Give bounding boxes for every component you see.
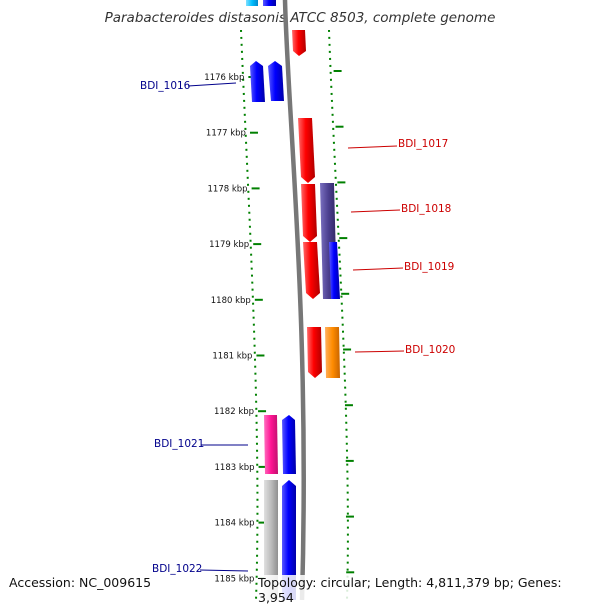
kbp-tick-label-1183: 1183 kbp [215,463,255,473]
gene-features [246,0,340,600]
kbp-tick-group: 1176 kbp 1177 kbp 1178 kbp 1179 kbp 1180 kbp… [204,70,355,584]
leader-line-bdi-1016 [187,82,237,87]
kbp-tick-label-1180: 1180 kbp [211,296,251,306]
gene-label-bdi-1019: BDI_1019 [404,261,454,273]
gene-arrow-bdi-1020 [307,327,322,378]
gene-arrow-bdi-1017 [298,118,315,183]
leader-line-bdi-1018 [350,209,401,213]
gene-arrow-bdi-1016 [268,61,284,101]
gene-label-bdi-1020: BDI_1020 [405,344,455,356]
kbp-tick-label-1177: 1177 kbp [206,129,246,139]
gene-label-bdi-1022: BDI_1022 [152,563,202,575]
gene-arrow-bdi-1020-cog [325,327,340,378]
leader-line-bdi-1019 [352,267,404,271]
gene-arrow-bdi-1019 [303,242,320,299]
gene-arrow-bdi-1022 [282,480,296,600]
gene-arrow-bdi-1022-cog [264,480,278,600]
gene-arrow-partial-blue [263,0,276,6]
kbp-tick-label-1176: 1176 kbp [204,73,244,83]
kbp-tick-label-1185: 1185 kbp [214,574,254,584]
gene-label-bdi-1016: BDI_1016 [140,80,191,92]
leader-line-bdi-1022 [199,569,249,572]
topology-text: Topology: circular; Length: 4,811,379 bp… [258,575,600,605]
gene-arrow-bdi-1019-cog [329,242,340,299]
map-title: Parabacteroides distasonis ATCC 8503, co… [104,10,496,26]
leader-line-bdi-1017 [347,145,398,149]
gene-arrow-partial-red [292,30,306,56]
gene-arrow-bdi-1021-cog [264,415,278,474]
kbp-tick-label-1184: 1184 kbp [214,519,254,529]
outer-guide-ring [328,29,349,600]
gene-label-bdi-1017: BDI_1017 [398,138,448,150]
gene-arrow-bdi-1016-cog [250,61,265,102]
gene-arrow-partial-cyan [246,0,258,6]
gene-label-bdi-1021: BDI_1021 [154,438,204,450]
leader-line-bdi-1020 [354,350,405,353]
kbp-tick-label-1178: 1178 kbp [208,184,248,194]
kbp-tick-label-1179: 1179 kbp [209,240,249,250]
kbp-tick-label-1182: 1182 kbp [214,407,254,417]
gene-arrow-bdi-1018 [301,184,317,242]
gene-label-group: BDI_1016 BDI_1017 BDI_1018 BDI_1019 BDI_… [140,80,455,575]
gene-arrow-bdi-1021 [282,415,296,474]
accession-text: Accession: NC_009615 [9,575,152,590]
kbp-tick-label-1181: 1181 kbp [212,352,252,362]
inner-guide-ring [240,29,259,600]
gene-label-bdi-1018: BDI_1018 [401,203,451,215]
genome-backbone [282,0,306,600]
